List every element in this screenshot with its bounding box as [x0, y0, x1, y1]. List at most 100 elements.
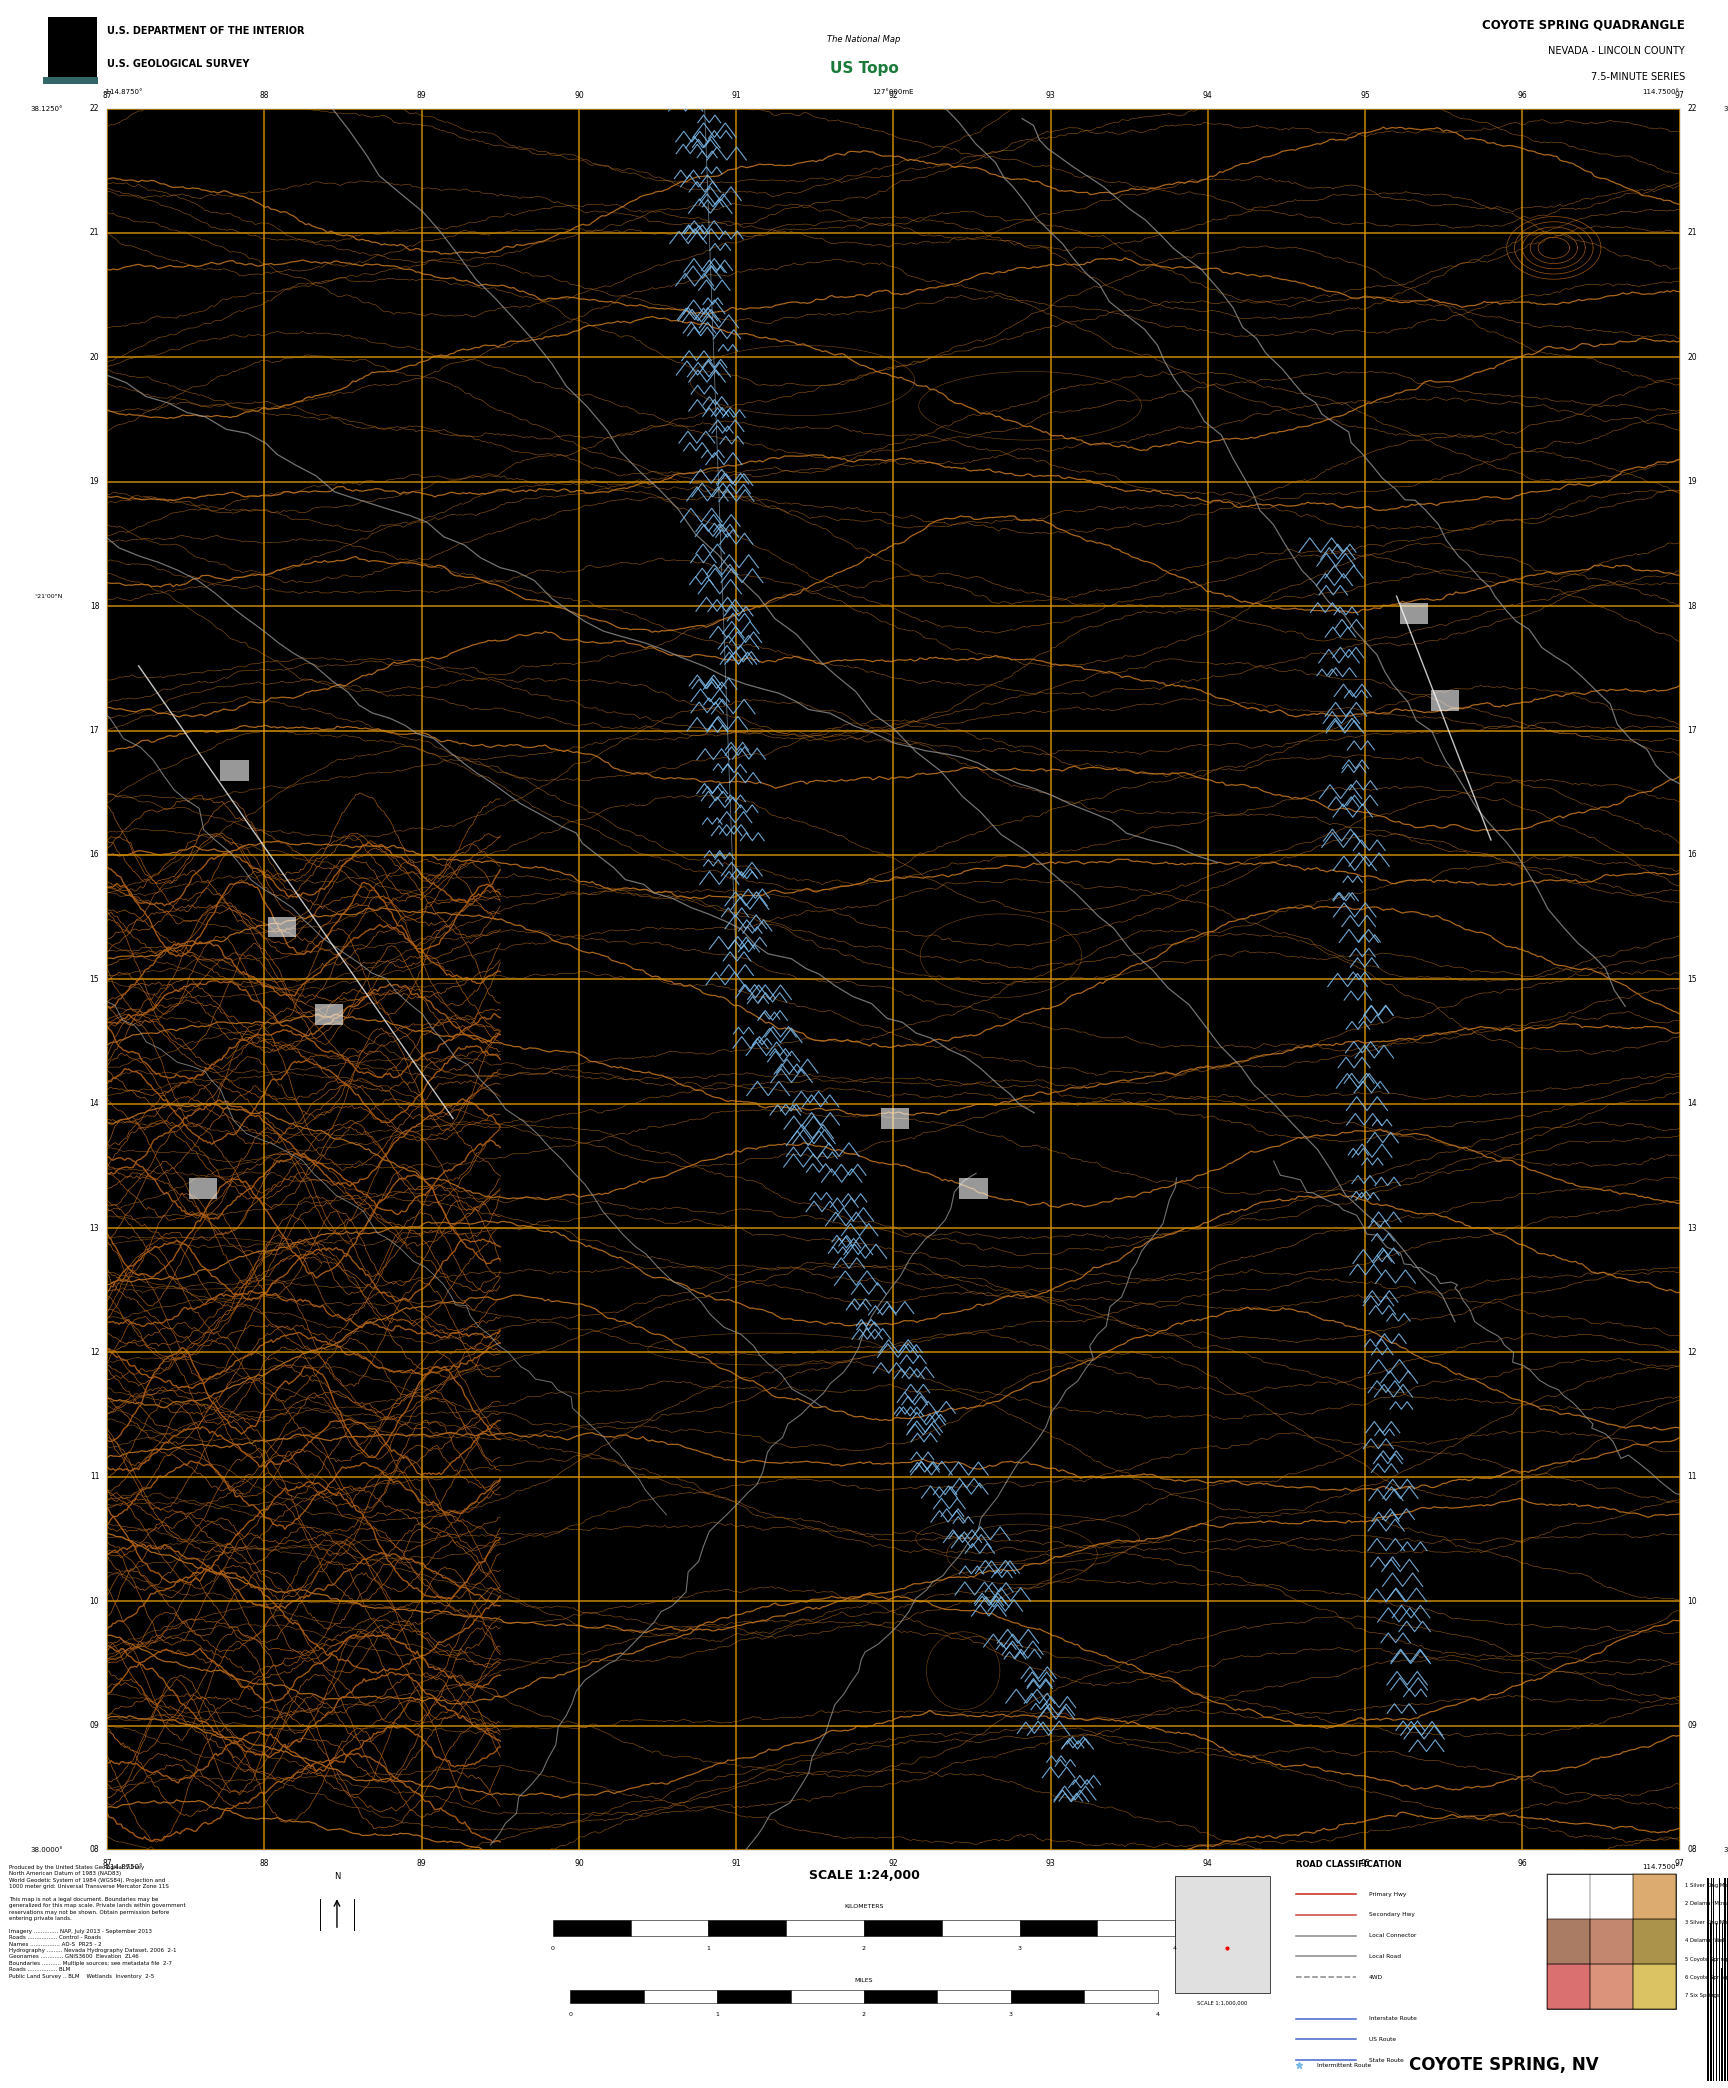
- Text: US Topo: US Topo: [829, 61, 899, 75]
- Bar: [221, 760, 249, 781]
- Text: °21'00"N: °21'00"N: [35, 593, 64, 599]
- Text: 94: 94: [1203, 1858, 1213, 1867]
- Text: 19: 19: [1688, 478, 1697, 487]
- Text: MILES: MILES: [855, 1977, 873, 1984]
- Text: 1: 1: [715, 2013, 719, 2017]
- Text: 2 Delamar Mtns: 2 Delamar Mtns: [1685, 1900, 1726, 1906]
- Bar: [1400, 603, 1427, 624]
- Text: 17: 17: [1688, 727, 1697, 735]
- Text: 14: 14: [90, 1098, 98, 1109]
- Text: SCALE 1:1,000,000: SCALE 1:1,000,000: [1196, 2000, 1248, 2007]
- Bar: [631, 1921, 708, 1936]
- Bar: [1547, 1919, 1590, 1965]
- Text: 18: 18: [1688, 601, 1697, 610]
- Text: 0: 0: [569, 2013, 572, 2017]
- Bar: [1431, 691, 1460, 712]
- Bar: [188, 1178, 218, 1199]
- Bar: [717, 1990, 791, 2004]
- Bar: [864, 1990, 937, 2004]
- Bar: [1633, 1919, 1676, 1965]
- Text: 114.7500°: 114.7500°: [1643, 88, 1680, 94]
- Text: 11: 11: [90, 1472, 98, 1480]
- Text: US Route: US Route: [1369, 2036, 1396, 2042]
- Text: COYOTE SPRING, NV: COYOTE SPRING, NV: [1408, 2057, 1598, 2075]
- Text: 17: 17: [90, 727, 98, 735]
- Text: 114.7500°: 114.7500°: [1643, 1865, 1680, 1871]
- Bar: [1011, 1990, 1085, 2004]
- Text: 88: 88: [259, 92, 270, 100]
- Text: 7 Six Springs: 7 Six Springs: [1685, 1994, 1719, 1998]
- Bar: [1175, 1875, 1270, 1994]
- Text: 18: 18: [90, 601, 98, 610]
- Text: 5 Coyote Spring: 5 Coyote Spring: [1685, 1956, 1726, 1961]
- Text: 4WD: 4WD: [1369, 1975, 1382, 1979]
- Text: Secondary Hwy: Secondary Hwy: [1369, 1913, 1415, 1917]
- Text: 95: 95: [1360, 92, 1370, 100]
- Text: 88: 88: [259, 1858, 270, 1867]
- Text: 87: 87: [102, 92, 112, 100]
- Text: 96: 96: [1517, 92, 1528, 100]
- Bar: [791, 1990, 864, 2004]
- Text: 15: 15: [90, 975, 98, 983]
- Text: 2: 2: [862, 2013, 866, 2017]
- Text: 90: 90: [574, 92, 584, 100]
- Text: SCALE 1:24,000: SCALE 1:24,000: [809, 1869, 919, 1881]
- Text: 12: 12: [1688, 1349, 1697, 1357]
- Bar: [786, 1921, 864, 1936]
- Text: 13: 13: [90, 1224, 98, 1232]
- Text: 96: 96: [1517, 1858, 1528, 1867]
- Text: Local Connector: Local Connector: [1369, 1933, 1415, 1938]
- Text: 6 Coyote Spring NE: 6 Coyote Spring NE: [1685, 1975, 1728, 1979]
- Bar: [570, 1990, 643, 2004]
- Text: 08: 08: [1688, 1846, 1697, 1854]
- Bar: [553, 1921, 631, 1936]
- Text: Interstate Route: Interstate Route: [1369, 2017, 1417, 2021]
- Text: -114.8750°: -114.8750°: [104, 1865, 143, 1871]
- Text: 1 Silver King Mountains: 1 Silver King Mountains: [1685, 1883, 1728, 1888]
- Bar: [1097, 1921, 1175, 1936]
- Bar: [937, 1990, 1011, 2004]
- Text: 21: 21: [1688, 228, 1697, 238]
- Text: 3 Silver King Mountains NW: 3 Silver King Mountains NW: [1685, 1919, 1728, 1925]
- Text: 91: 91: [731, 92, 741, 100]
- Text: 93: 93: [1045, 1858, 1056, 1867]
- Text: 22: 22: [90, 104, 98, 113]
- Text: State Route: State Route: [1369, 2057, 1403, 2063]
- Text: 21: 21: [90, 228, 98, 238]
- Bar: [1020, 1921, 1097, 1936]
- Text: 95: 95: [1360, 1858, 1370, 1867]
- Bar: [1590, 1965, 1633, 2009]
- Bar: [43, 77, 98, 84]
- Text: 3: 3: [1009, 2013, 1013, 2017]
- Text: 97: 97: [1674, 92, 1685, 100]
- Bar: [314, 1004, 342, 1025]
- Text: 4: 4: [1156, 2013, 1159, 2017]
- Text: 15: 15: [1688, 975, 1697, 983]
- Text: 4: 4: [1173, 1946, 1177, 1952]
- Text: 20: 20: [90, 353, 98, 361]
- Bar: [1085, 1990, 1158, 2004]
- Text: 97: 97: [1674, 1858, 1685, 1867]
- Bar: [959, 1178, 988, 1199]
- Text: 92: 92: [888, 1858, 899, 1867]
- Text: KILOMETERS: KILOMETERS: [845, 1904, 883, 1908]
- Text: 38.0000°: 38.0000°: [1723, 1848, 1728, 1852]
- Text: 38.0000°: 38.0000°: [31, 1848, 64, 1852]
- Text: 20: 20: [1688, 353, 1697, 361]
- Bar: [881, 1109, 909, 1130]
- Bar: [708, 1921, 786, 1936]
- Text: 16: 16: [90, 850, 98, 860]
- Text: 89: 89: [416, 1858, 427, 1867]
- Text: ROAD CLASSIFICATION: ROAD CLASSIFICATION: [1296, 1860, 1401, 1869]
- Bar: [1590, 1919, 1633, 1965]
- Text: 127°000mE: 127°000mE: [873, 88, 914, 94]
- Text: 09: 09: [90, 1721, 98, 1731]
- Text: 13: 13: [1688, 1224, 1697, 1232]
- Text: U.S. GEOLOGICAL SURVEY: U.S. GEOLOGICAL SURVEY: [107, 58, 249, 69]
- Text: 10: 10: [90, 1597, 98, 1606]
- Bar: [268, 917, 295, 938]
- Bar: [1547, 1965, 1590, 2009]
- Bar: [48, 17, 97, 81]
- Text: Local Road: Local Road: [1369, 1954, 1401, 1959]
- Text: Intermittent Route: Intermittent Route: [1317, 2063, 1370, 2067]
